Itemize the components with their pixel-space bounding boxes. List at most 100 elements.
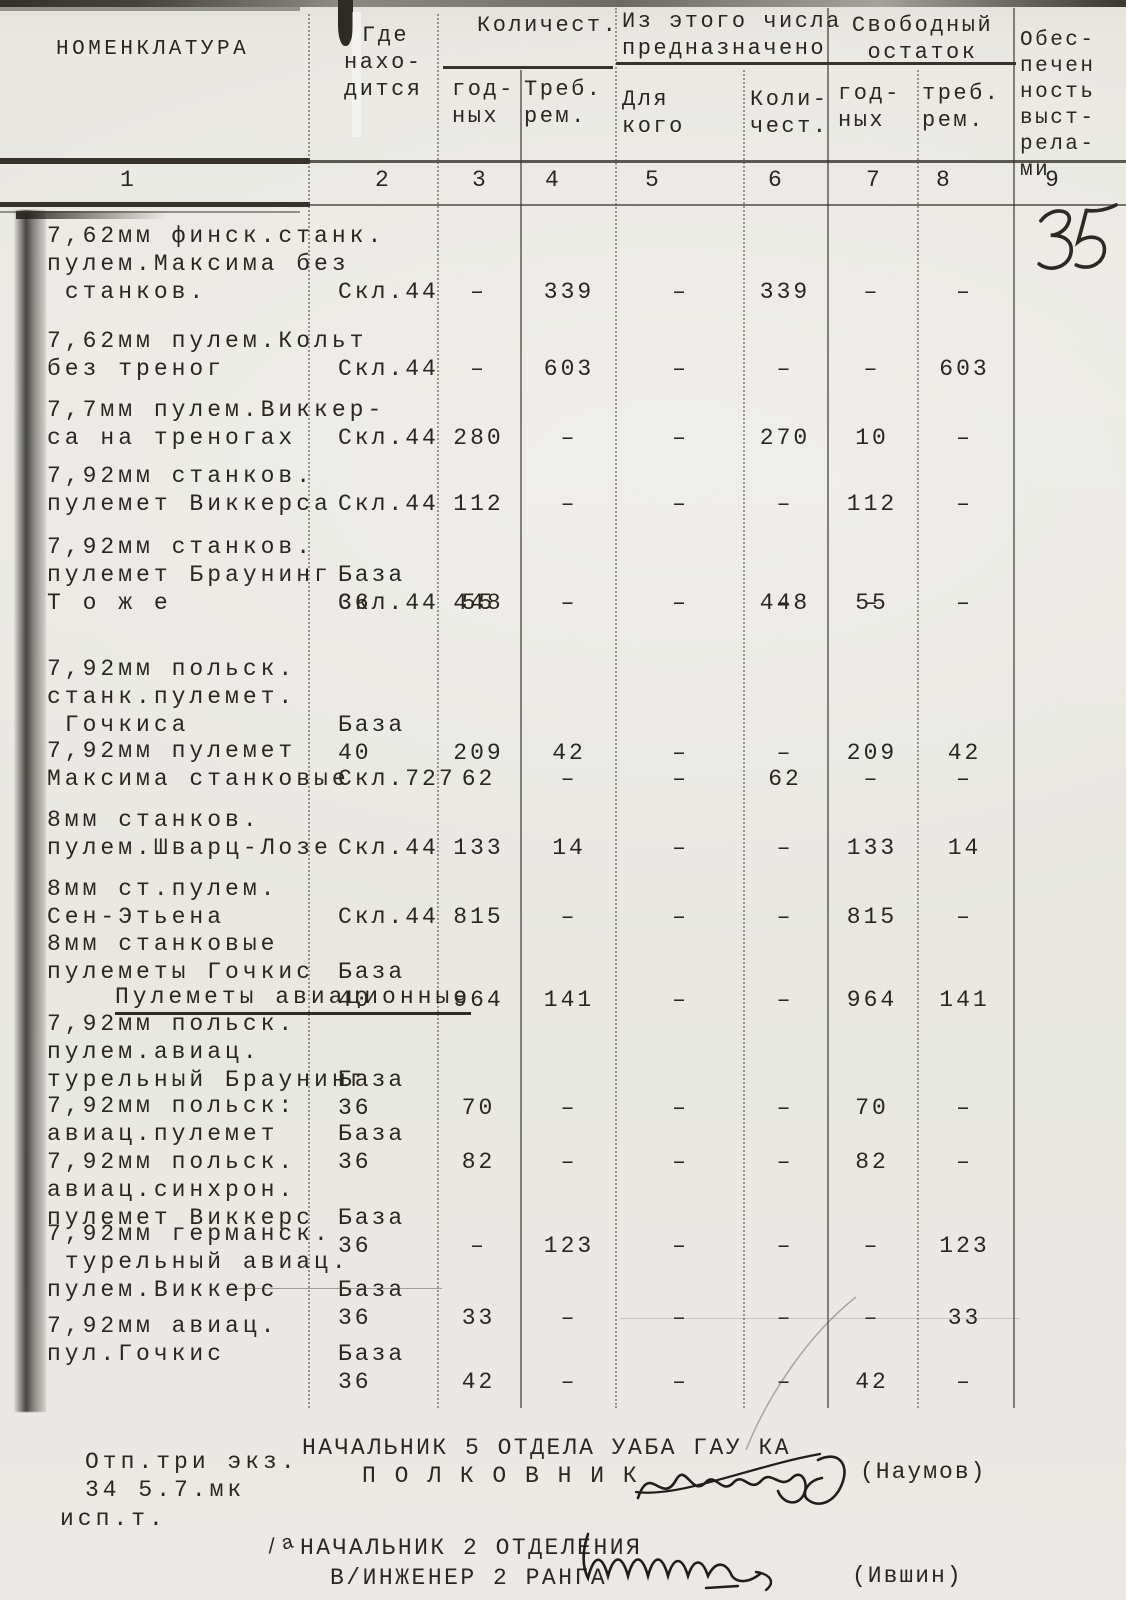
row-values: База 40 209 42 – – 209 42 [308, 711, 1126, 766]
alloc-for-cell: – [672, 1095, 689, 1121]
row-values: База 36 42 – – – 42 – [308, 1340, 1126, 1395]
table-row: 7,92мм польск. пулем.авиац. турельный Бр… [0, 1010, 1126, 1121]
header-quantity-repair: Треб. рем. [524, 77, 603, 129]
qty-repair-cell: 123 [543, 1233, 595, 1259]
header-bottom-rule [0, 160, 1126, 163]
handwritten-page-number [1028, 201, 1124, 283]
location-cell: Скл.727 [338, 766, 456, 792]
row-values: Скл.44 448 – – 448 – – [308, 589, 1126, 617]
row-values: Скл.44 – 603 – – – 603 [308, 355, 1126, 383]
table-row: 7,92мм польск. авиац.синхрон. пулемет Ви… [0, 1148, 1126, 1259]
column-divider [437, 14, 439, 1408]
header-nomenclature: НОМЕНКЛАТУРА [56, 38, 250, 61]
nomenclature-cell: 8мм станковые пулеметы Гочкис [47, 931, 315, 985]
qty-good-cell: 964 [453, 987, 504, 1013]
signature2-title-line1: НАЧАЛЬНИК 2 ОТДЕЛЕНИЯ [300, 1535, 643, 1561]
row-values: Скл.44 112 – – – 112 – [308, 490, 1126, 518]
alloc-for-cell: – [672, 356, 689, 382]
nomenclature-cell: 7,92мм польск. пулем.авиац. турельный Бр… [47, 1011, 368, 1093]
location-cell: База 36 [338, 1205, 406, 1259]
header-allocated-for: Для кого [622, 87, 685, 139]
free-repair-cell: 141 [939, 987, 990, 1013]
column-divider [1013, 8, 1015, 1408]
free-repair-cell: – [956, 425, 973, 451]
free-good-cell: 55 [855, 590, 889, 616]
column-number: 5 [645, 167, 663, 193]
allocated-free-group-underline [616, 62, 1016, 65]
column-number: 1 [120, 167, 138, 193]
scan-top-edge [0, 0, 1126, 7]
column-number: 6 [768, 167, 786, 193]
free-good-cell: 209 [846, 740, 898, 766]
location-cell: База 36 [338, 562, 406, 616]
free-repair-cell: 123 [939, 1233, 990, 1259]
qty-repair-cell: – [560, 766, 578, 792]
signature2-name: (Ившин) [852, 1563, 963, 1589]
signature1-title-line2: П О Л К О В Н И К [362, 1463, 640, 1489]
qty-repair-cell: – [560, 491, 578, 517]
column-divider [520, 70, 522, 1408]
row-values: Скл.44 – 339 – 339 – – [308, 278, 1126, 306]
free-good-cell: 82 [855, 1149, 889, 1175]
table-row: 7,7мм пулем.Виккер- са на треногах Скл.4… [0, 396, 1126, 452]
free-repair-cell: – [956, 904, 973, 930]
footer-executor-note: исп.т. [60, 1506, 167, 1532]
row-values: База 36 33 – – – – 33 [308, 1276, 1126, 1331]
location-cell: База 36 [338, 1067, 406, 1121]
nomenclature-cell: 7,92мм станков. пулемет Браунинг [47, 534, 332, 588]
alloc-for-cell: – [672, 590, 689, 616]
alloc-qty-cell: – [776, 1149, 794, 1175]
free-repair-cell: – [956, 1149, 973, 1175]
alloc-qty-cell: 62 [768, 766, 802, 792]
scan-artifact-line-row15 [232, 1288, 442, 1289]
qty-repair-cell: – [560, 1095, 578, 1121]
free-repair-cell: – [956, 1095, 973, 1121]
handwritten-35-strokes [1037, 203, 1118, 270]
location-cell: База 36 [338, 1277, 406, 1331]
section-heading-aviation-mg: Пулеметы авиационные [115, 983, 472, 1015]
table-row: 7,62мм финск.станк. пулем.Максима без ст… [0, 222, 1126, 306]
alloc-qty-cell: – [776, 590, 794, 616]
nomenclature-cell: 7,92мм польск: авиац.пулемет [47, 1093, 297, 1147]
free-repair-cell: – [956, 491, 973, 517]
free-repair-cell: 33 [947, 1305, 982, 1331]
scan-top-edge-left [0, 7, 300, 11]
quantity-group-underline [443, 66, 613, 69]
qty-repair-cell: – [560, 1305, 578, 1331]
header-quantity-group: Количест. [477, 13, 619, 38]
column-divider [827, 8, 829, 1408]
table-row: 8мм ст.пулем. Сен-Этьена Скл.44 815 – – … [0, 875, 1126, 931]
alloc-for-cell: – [672, 987, 689, 1013]
row-values: База 36 70 – – – 70 – [308, 1066, 1126, 1121]
location-cell: База 36 [338, 1121, 406, 1175]
nomenclature-cell: Т о ж е [47, 590, 172, 616]
location-cell: База 40 [338, 959, 406, 1013]
table-row: 7,92мм германск. турельный авиац. пулем.… [0, 1220, 1126, 1331]
free-repair-cell: – [956, 766, 973, 792]
qty-good-cell: – [470, 279, 487, 305]
nomenclature-cell: 7,92мм станков. пулемет Виккерса [47, 463, 332, 517]
scan-light-streak [352, 12, 361, 137]
qty-good-cell: 280 [453, 425, 504, 451]
row-values: Скл.727 62 – – 62 – – [308, 765, 1126, 793]
free-repair-cell: – [956, 590, 973, 616]
scan-left-shadow-band [14, 210, 46, 1412]
free-good-cell: 964 [846, 987, 898, 1013]
free-good-cell: – [863, 1233, 881, 1259]
signature1-title-line1: НАЧАЛЬНИК 5 ОТДЕЛА УАБА ГАУ КА [302, 1435, 792, 1461]
header-ammo-supply: Обес- печен ность выст- рела- ми [1020, 29, 1096, 182]
qty-good-cell: 448 [453, 590, 504, 616]
table-row: 7,92мм польск. станк.пулемет. Гочкиса Ба… [0, 655, 1126, 766]
header-free-group: Свободный остаток [851, 13, 994, 65]
qty-good-cell: 33 [461, 1305, 496, 1331]
column-number: 3 [472, 167, 490, 193]
qty-good-cell: 82 [461, 1149, 496, 1175]
header-free-good: год- ных [838, 81, 901, 133]
footer-copies-note: Отп.три экз. 34 5.7.мк [85, 1449, 299, 1503]
signature1-name: (Наумов) [860, 1459, 987, 1485]
table-row: 7,92мм польск: авиац.пулемет База 36 82 … [0, 1092, 1126, 1175]
row-values: База 36 82 – – – 82 – [308, 1120, 1126, 1175]
table-row: 7,62мм пулем.Кольт без треног Скл.44 – 6… [0, 327, 1126, 383]
location-cell: Скл.44 [338, 491, 439, 517]
